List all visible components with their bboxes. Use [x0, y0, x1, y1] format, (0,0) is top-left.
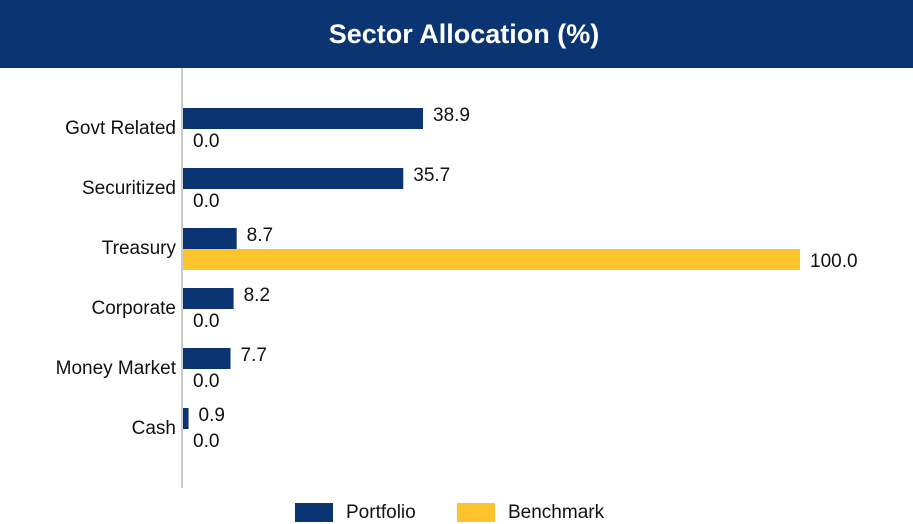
legend-swatch — [457, 503, 495, 522]
y-tick-label: Money Market — [56, 358, 177, 379]
data-label: 38.9 — [433, 105, 470, 126]
bar — [183, 249, 800, 270]
data-label: 0.0 — [193, 431, 219, 452]
y-tick-label: Corporate — [92, 298, 177, 319]
data-label: 8.7 — [247, 225, 273, 246]
data-label: 0.9 — [199, 405, 225, 426]
data-label: 7.7 — [241, 345, 267, 366]
y-tick-label: Treasury — [102, 238, 177, 259]
data-label: 0.0 — [193, 371, 219, 392]
data-label: 100.0 — [810, 251, 858, 272]
y-tick-label: Govt Related — [65, 118, 176, 139]
data-label: 8.2 — [244, 285, 270, 306]
data-label: 0.0 — [193, 311, 219, 332]
data-label: 35.7 — [413, 165, 450, 186]
legend-label: Benchmark — [508, 502, 605, 523]
bar — [183, 408, 189, 429]
bar — [183, 228, 237, 249]
bar — [183, 288, 234, 309]
y-tick-label: Cash — [132, 418, 176, 439]
title-banner — [0, 0, 913, 68]
bar — [183, 348, 231, 369]
legend-swatch — [295, 503, 333, 522]
data-label: 0.0 — [193, 131, 219, 152]
data-label: 0.0 — [193, 191, 219, 212]
chart-title: Sector Allocation (%) — [329, 19, 600, 49]
legend-label: Portfolio — [346, 502, 416, 523]
bar — [183, 108, 424, 129]
bar — [183, 168, 404, 189]
y-tick-label: Securitized — [82, 178, 176, 199]
